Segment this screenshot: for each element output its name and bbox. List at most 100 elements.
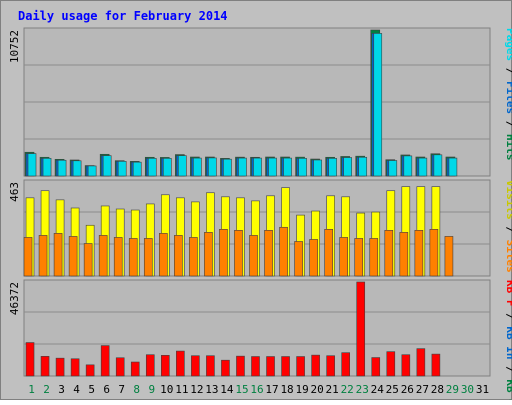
panel-top-legend: Pages / Files / Hits — [504, 28, 512, 161]
x-tick-label-day-16: 16 — [250, 383, 263, 396]
bar-bottom-kb-f-day-2 — [40, 356, 50, 377]
x-tick-label-day-10: 10 — [160, 383, 173, 396]
bar-middle-sites-day-5 — [83, 243, 93, 277]
legend-separator: / — [504, 307, 512, 327]
panel-bottom-max-label: 46372 — [8, 282, 21, 315]
x-tick-label-day-29: 29 — [446, 383, 459, 396]
x-tick-label-day-4: 4 — [73, 383, 80, 396]
x-tick-label-day-8: 8 — [133, 383, 140, 396]
legend-item: KB In — [504, 326, 512, 359]
bar-bottom-kb-f-day-11 — [176, 350, 185, 377]
bar-bottom-kb-f-day-7 — [115, 357, 125, 377]
bar-bottom-kb-f-day-24 — [371, 357, 381, 377]
panel-middle-legend: Visits / Sites — [504, 180, 512, 273]
legend-item: Hits — [504, 134, 512, 161]
bar-bottom-kb-f-day-15 — [236, 355, 245, 377]
x-tick-label-day-13: 13 — [205, 383, 218, 396]
bar-bottom-kb-f-day-28 — [431, 353, 441, 377]
bar-middle-sites-day-20 — [309, 239, 318, 277]
bar-bottom-kb-f-day-23 — [356, 281, 366, 377]
legend-separator: / — [504, 360, 512, 380]
bar-top-pages-day-25 — [388, 160, 398, 177]
x-tick-label-day-30: 30 — [461, 383, 474, 396]
bar-top-pages-day-22 — [343, 157, 352, 177]
bar-middle-sites-day-8 — [128, 238, 138, 277]
bar-bottom-kb-f-day-5 — [85, 364, 95, 377]
bar-top-pages-day-12 — [193, 157, 202, 177]
x-tick-label-day-18: 18 — [280, 383, 293, 396]
bar-top-pages-day-6 — [102, 155, 112, 177]
bar-bottom-kb-f-day-10 — [161, 355, 170, 377]
bar-bottom-kb-f-day-3 — [55, 357, 65, 377]
bar-middle-sites-day-25 — [384, 230, 394, 277]
x-tick-label-day-15: 15 — [235, 383, 248, 396]
bar-top-pages-day-18 — [283, 157, 292, 177]
bar-middle-sites-day-14 — [219, 229, 228, 277]
x-tick-label-day-2: 2 — [43, 383, 50, 396]
bar-top-pages-day-4 — [72, 160, 82, 177]
bar-middle-sites-day-29 — [444, 236, 454, 277]
bar-top-pages-day-20 — [313, 159, 322, 177]
x-tick-label-day-3: 3 — [58, 383, 65, 396]
legend-item: Pages — [504, 28, 512, 61]
x-tick-label-day-7: 7 — [118, 383, 125, 396]
legend-separator: / — [504, 61, 512, 81]
bar-bottom-kb-f-day-22 — [341, 352, 350, 377]
bar-top-pages-day-3 — [57, 159, 67, 177]
bar-middle-sites-day-16 — [249, 235, 258, 277]
legend-item: Sites — [504, 240, 512, 273]
legend-separator: / — [504, 220, 512, 240]
x-tick-label-day-11: 11 — [175, 383, 188, 396]
x-tick-label-day-6: 6 — [103, 383, 110, 396]
panel-middle-max-label: 463 — [8, 182, 21, 202]
x-tick-label-day-9: 9 — [148, 383, 155, 396]
bar-top-pages-day-19 — [298, 158, 307, 177]
bar-middle-sites-day-22 — [339, 237, 348, 277]
x-tick-label-day-31: 31 — [476, 383, 489, 396]
bar-bottom-kb-f-day-17 — [266, 356, 275, 377]
x-tick-label-day-22: 22 — [341, 383, 354, 396]
bar-top-pages-day-2 — [42, 158, 52, 177]
bar-bottom-kb-f-day-9 — [145, 354, 155, 377]
bar-middle-sites-day-6 — [98, 235, 108, 277]
bar-top-pages-day-16 — [253, 157, 262, 177]
x-tick-label-day-17: 17 — [265, 383, 278, 396]
bar-bottom-kb-f-day-19 — [296, 356, 305, 377]
panel-top-max-label: 10752 — [8, 30, 21, 63]
chart-title: Daily usage for February 2014 — [18, 9, 228, 23]
bar-middle-sites-day-27 — [414, 230, 424, 277]
legend-item: Files — [504, 81, 512, 114]
bar-middle-sites-day-28 — [429, 229, 439, 277]
bar-middle-sites-day-17 — [264, 230, 273, 277]
bar-bottom-kb-f-day-6 — [100, 345, 110, 377]
legend-item: Visits — [504, 180, 512, 220]
x-tick-label-day-28: 28 — [431, 383, 444, 396]
panel-top: 10752 Pages / Files / Hits — [8, 27, 512, 177]
bar-top-pages-day-5 — [87, 165, 97, 177]
legend-item: KB Out — [504, 379, 512, 400]
x-tick-label-day-21: 21 — [326, 383, 339, 396]
bar-top-pages-day-17 — [268, 157, 277, 177]
bar-middle-sites-day-18 — [279, 226, 288, 277]
x-tick-label-day-24: 24 — [371, 383, 385, 396]
bar-middle-sites-day-21 — [324, 229, 333, 277]
x-tick-label-day-12: 12 — [190, 383, 203, 396]
x-tick-label-day-26: 26 — [401, 383, 414, 396]
bar-middle-sites-day-23 — [354, 238, 364, 277]
x-tick-label-day-14: 14 — [220, 383, 234, 396]
bar-bottom-kb-f-day-12 — [191, 355, 200, 377]
x-tick-label-day-19: 19 — [295, 383, 308, 396]
bar-middle-sites-day-15 — [234, 230, 243, 277]
bar-top-pages-day-11 — [178, 155, 187, 177]
bar-middle-sites-day-24 — [369, 238, 379, 277]
bar-top-pages-day-9 — [147, 158, 157, 177]
x-tick-label-day-27: 27 — [416, 383, 429, 396]
bar-middle-sites-day-26 — [399, 232, 409, 277]
bar-top-pages-day-24 — [373, 33, 383, 177]
bar-top-pages-day-26 — [403, 155, 413, 177]
bar-middle-sites-day-3 — [53, 233, 63, 277]
bar-bottom-kb-f-day-21 — [326, 355, 335, 377]
